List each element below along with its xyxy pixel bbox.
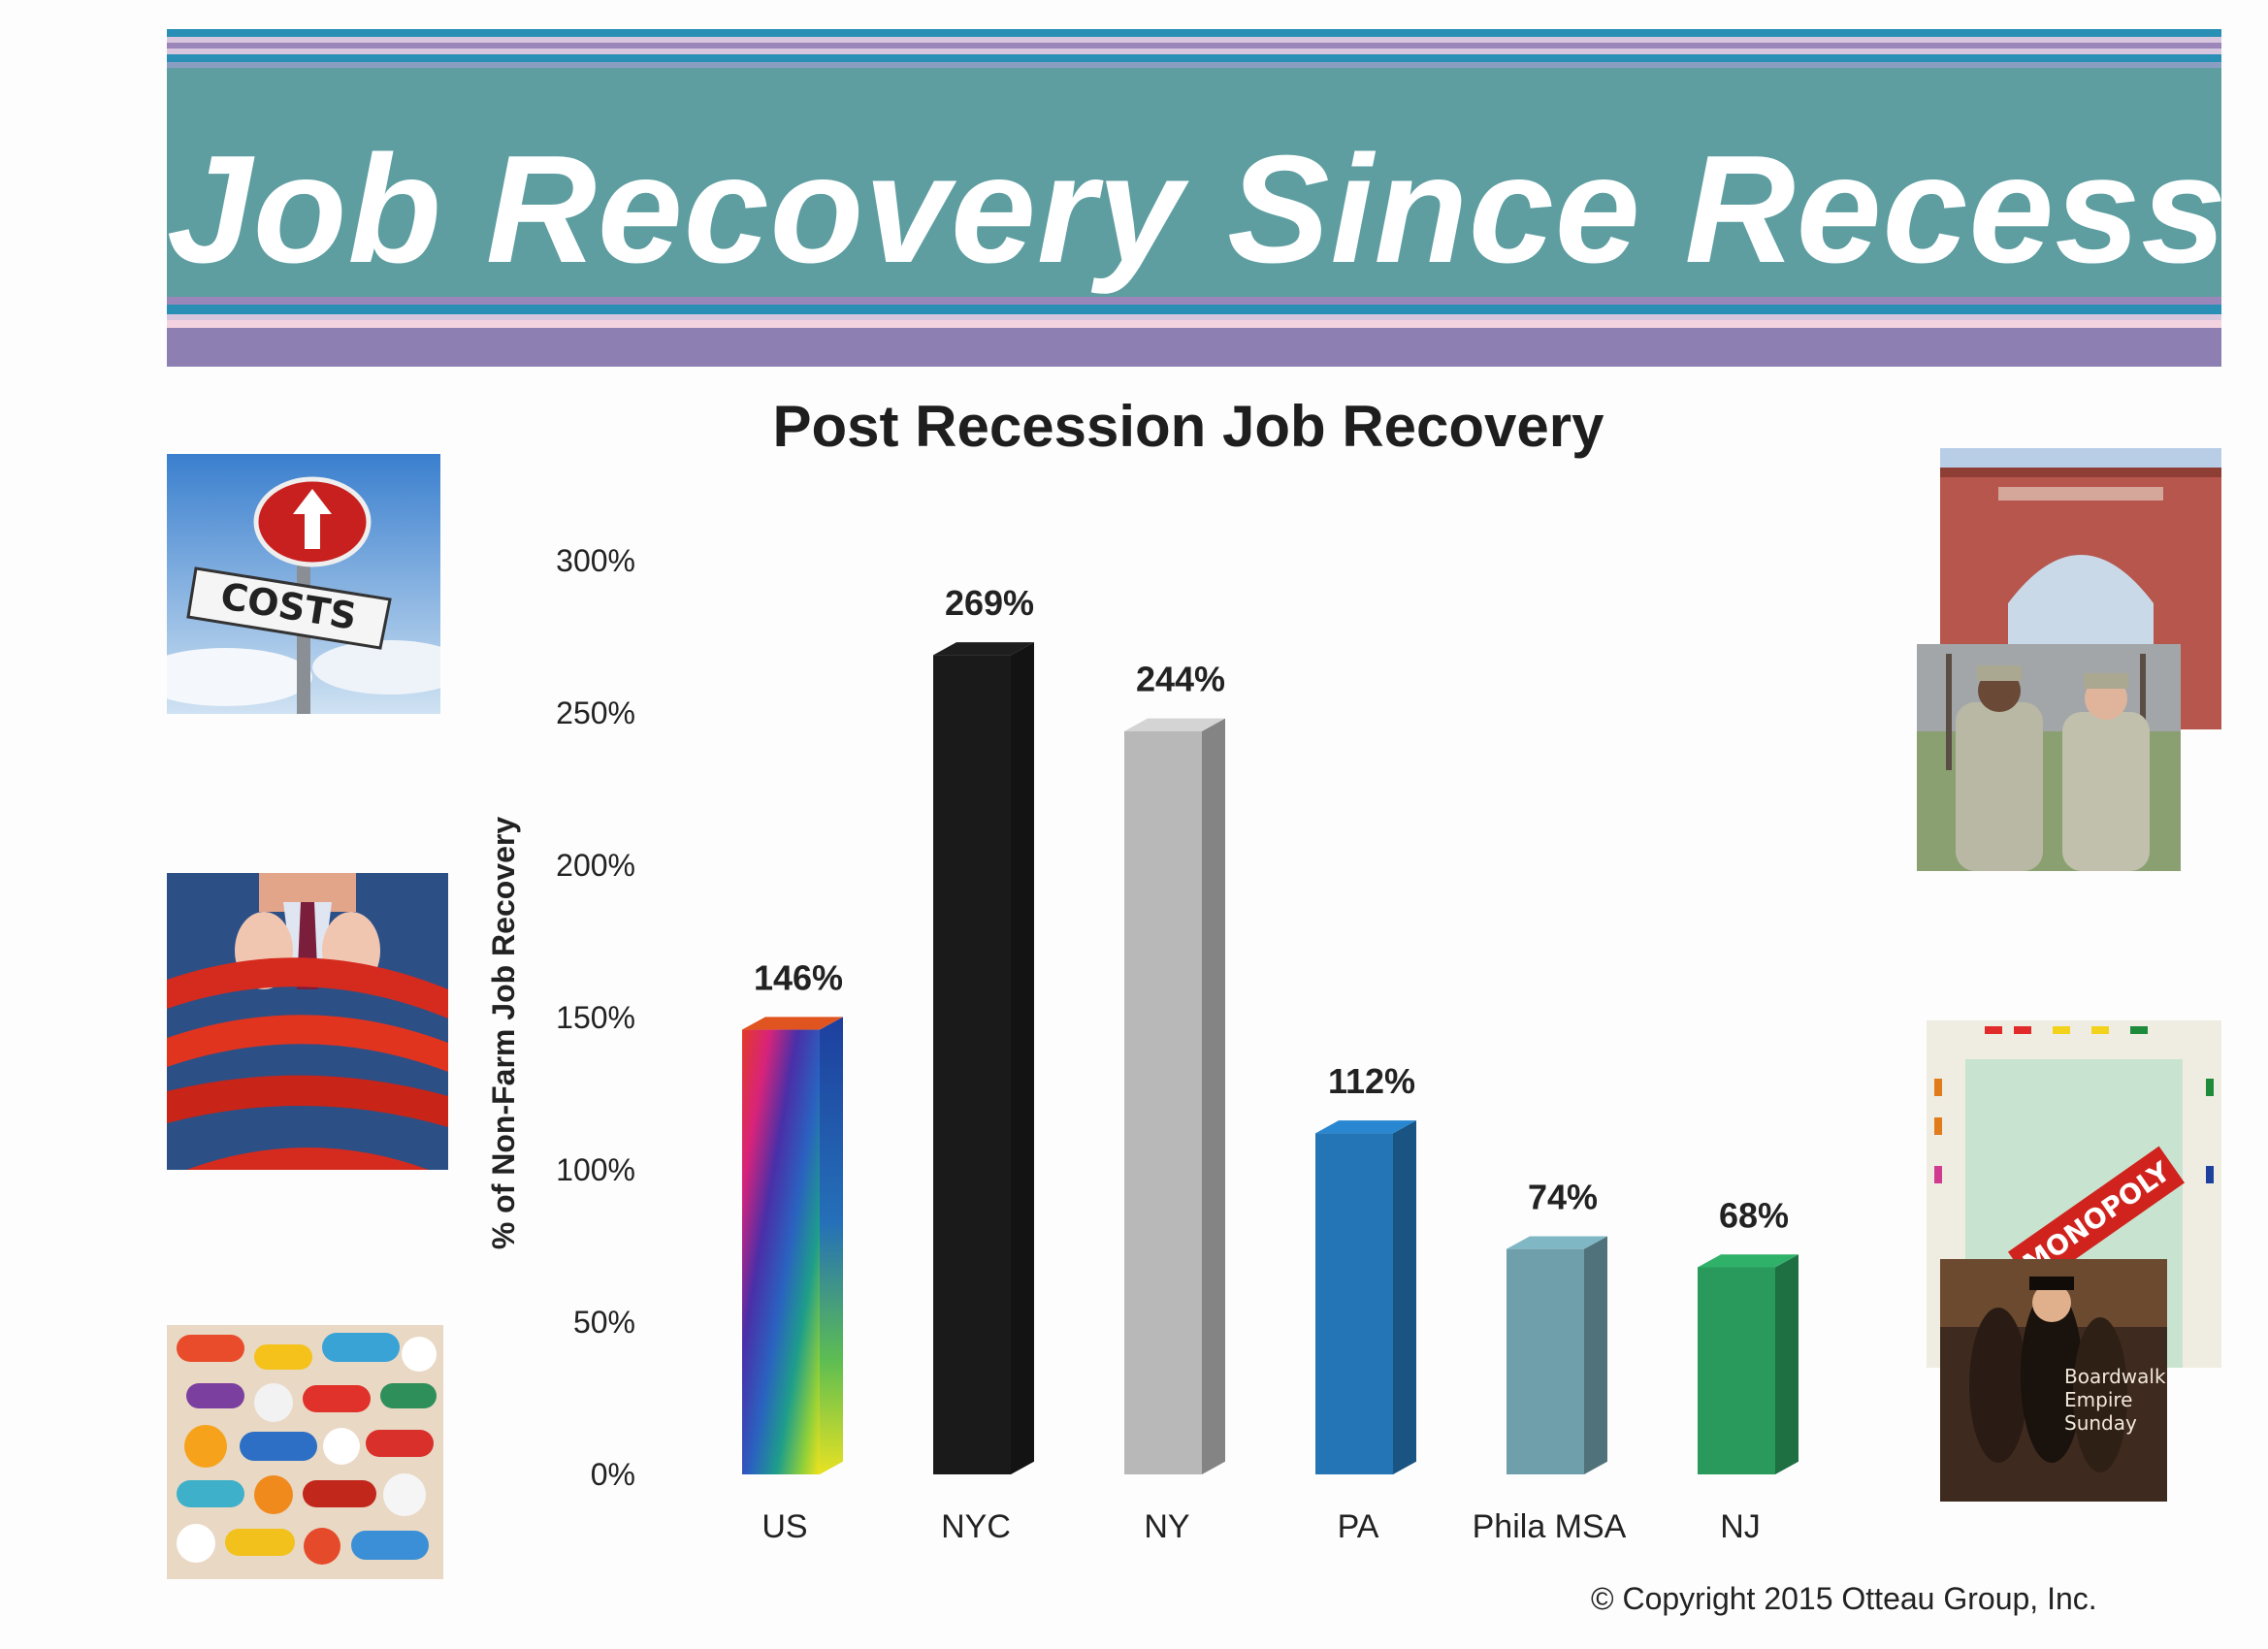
bar-side [1584, 1236, 1607, 1474]
y-axis-label: % of Non-Farm Job Recovery [486, 817, 521, 1250]
poster-text-line-3: Sunday [2064, 1411, 2137, 1435]
bar-front [1124, 730, 1202, 1474]
x-tick-label: NY [1144, 1508, 1189, 1545]
bar-front [933, 655, 1011, 1474]
header-banner: Job Recovery Since Recession [167, 29, 2221, 367]
bar-side [1202, 718, 1225, 1474]
bar-side [1775, 1254, 1798, 1474]
costs-sign-photo: COSTS [167, 454, 440, 714]
bar-front [1315, 1133, 1393, 1474]
y-tick-label: 150% [556, 1000, 635, 1035]
bar-front [1507, 1248, 1584, 1474]
bar-us [742, 1017, 843, 1474]
data-label: 269% [945, 583, 1034, 623]
data-label: 244% [1136, 660, 1225, 699]
data-labels: 146% 269% 244% 112% 74% 68% [754, 583, 1789, 1235]
x-ticks: US NYC NY PA Phila MSA NJ [761, 1508, 1760, 1545]
y-ticks: 0% 50% 100% 150% 200% 250% 300% [556, 543, 635, 1492]
bar-side [820, 1017, 843, 1474]
y-tick-label: 100% [556, 1152, 635, 1187]
bar-top [933, 642, 1034, 656]
copyright-text: © Copyright 2015 Otteau Group, Inc. [1591, 1581, 2097, 1616]
x-tick-label: Phila MSA [1473, 1508, 1627, 1545]
bar-front [1698, 1267, 1775, 1474]
boardwalk-empire-poster-photo: Boardwalk Empire Sunday [1940, 1259, 2167, 1502]
x-tick-label: PA [1338, 1508, 1379, 1545]
bar-nyc [933, 642, 1034, 1474]
banner-title: Job Recovery Since Recession [167, 124, 2221, 295]
y-tick-label: 300% [556, 543, 635, 578]
x-tick-label: US [761, 1508, 807, 1545]
bar-top [1698, 1254, 1798, 1268]
bar-nj [1698, 1254, 1798, 1474]
bar-ny [1124, 718, 1225, 1474]
x-tick-label: NYC [941, 1508, 1011, 1545]
bar-front [742, 1029, 820, 1474]
bar-top [1124, 718, 1225, 731]
y-tick-label: 50% [573, 1305, 635, 1340]
bar-side [1393, 1120, 1416, 1474]
poster-text-line-1: Boardwalk [2064, 1365, 2166, 1388]
bars [742, 642, 1798, 1474]
poster-text-line-2: Empire [2064, 1388, 2132, 1411]
y-tick-label: 0% [591, 1457, 635, 1492]
x-tick-label: NJ [1720, 1508, 1761, 1545]
chart-title: Post Recession Job Recovery [772, 394, 1604, 459]
bar-side [1011, 642, 1034, 1474]
red-tape-businessman-photo [167, 873, 448, 1170]
pills-photo [167, 1325, 443, 1579]
bar-pa [1315, 1120, 1416, 1474]
data-label: 74% [1528, 1177, 1598, 1216]
data-label: 146% [754, 957, 843, 997]
bar-top [742, 1017, 843, 1030]
soldiers-photo [1917, 644, 2181, 871]
data-label: 68% [1719, 1195, 1789, 1235]
bar-top [1315, 1120, 1416, 1134]
y-tick-label: 250% [556, 695, 635, 730]
bar-phila-msa [1507, 1236, 1607, 1474]
bar-top [1507, 1236, 1607, 1249]
y-tick-label: 200% [556, 848, 635, 883]
data-label: 112% [1328, 1061, 1415, 1101]
